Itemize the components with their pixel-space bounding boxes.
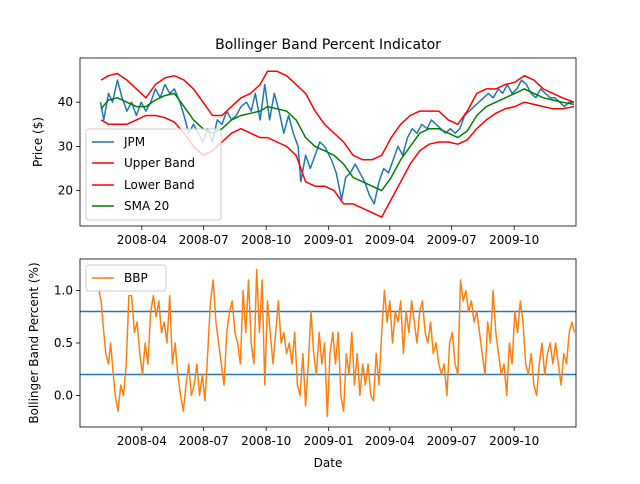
x-tick-label: 2009-10 xyxy=(489,434,539,448)
x-tick-label: 2008-07 xyxy=(179,434,229,448)
x-tick-label: 2008-07 xyxy=(179,233,229,247)
x-tick-label: 2009-01 xyxy=(304,233,354,247)
y-tick-label: 1.0 xyxy=(54,284,73,298)
x-tick-label: 2009-10 xyxy=(489,233,539,247)
x-tick-label: 2009-07 xyxy=(427,434,477,448)
y-tick-label: 0.5 xyxy=(54,336,73,350)
x-tick-label: 2009-01 xyxy=(304,434,354,448)
legend-label-sma-20: SMA 20 xyxy=(124,199,169,213)
chart-title: Bollinger Band Percent Indicator xyxy=(215,37,441,53)
x-tick-label: 2009-04 xyxy=(365,233,415,247)
bbp-y-axis-label: Bollinger Band Percent (%) xyxy=(27,262,41,423)
y-tick-label: 0.0 xyxy=(54,389,73,403)
series-line-upper-band xyxy=(100,70,575,161)
y-tick-label: 40 xyxy=(58,95,73,109)
bbp-tick-group: 2008-04 2008-07 2008-10 2009-01 2009-04 2009-… xyxy=(54,284,539,449)
price-axes-frame xyxy=(79,57,577,227)
legend-label-jpm: JPM xyxy=(123,135,145,149)
legend-label-lower-band: Lower Band xyxy=(124,178,195,192)
price-legend: JPM Upper Band Lower Band SMA 20 xyxy=(85,128,222,221)
x-tick-label: 2009-04 xyxy=(365,434,415,448)
price-series-group xyxy=(99,70,575,218)
y-tick-label: 20 xyxy=(58,184,73,198)
bbp-x-axis-label: Date xyxy=(314,456,343,470)
price-y-axis-label: Price ($) xyxy=(31,117,45,167)
bbp-axes-frame xyxy=(79,258,577,428)
series-line-lower-band xyxy=(100,101,575,218)
bbp-axes: 2008-04 2008-07 2008-10 2009-01 2009-04 2009-… xyxy=(27,258,577,470)
bbp-legend-box xyxy=(85,264,167,292)
legend-label-bbp: BBP xyxy=(124,271,148,285)
series-line-sma-20 xyxy=(100,88,575,192)
series-line-bbp xyxy=(98,268,576,418)
y-tick-label: 30 xyxy=(58,139,73,153)
x-tick-label: 2008-04 xyxy=(117,233,167,247)
legend-label-upper-band: Upper Band xyxy=(124,156,195,170)
bbp-series-group xyxy=(80,268,576,418)
x-tick-label: 2008-10 xyxy=(241,233,291,247)
bbp-legend: BBP xyxy=(85,264,167,292)
price-legend-box xyxy=(85,128,222,221)
x-tick-label: 2008-04 xyxy=(117,434,167,448)
price-tick-group: 2008-04 2008-07 2008-10 2009-01 2009-04 2009-… xyxy=(58,95,540,247)
x-tick-label: 2008-10 xyxy=(241,434,291,448)
price-axes: 2008-04 2008-07 2008-10 2009-01 2009-04 2009-… xyxy=(31,57,577,247)
x-tick-label: 2009-07 xyxy=(427,233,477,247)
